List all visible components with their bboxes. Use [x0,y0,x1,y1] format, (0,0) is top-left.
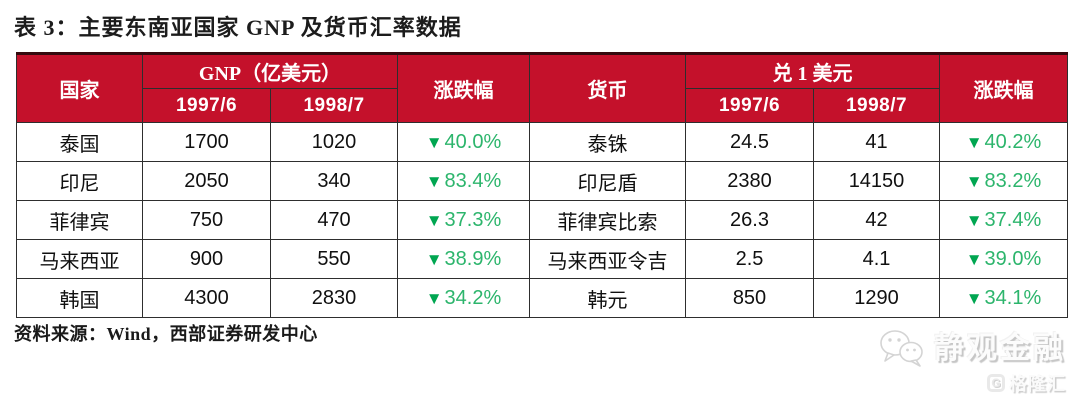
cell-currency: 马来西亚令吉 [529,239,686,279]
watermark: 静观金融 G 格隆汇 [816,328,1066,396]
down-arrow-icon: ▼ [425,288,443,308]
down-arrow-icon: ▼ [965,132,983,152]
change-value: 39.0% [984,247,1042,270]
cell-fx-1998: 14150 [813,161,940,201]
cell-gnp-1997: 1700 [142,122,271,162]
down-arrow-icon: ▼ [425,171,443,191]
cell-currency: 印尼盾 [529,161,686,201]
cell-country: 马来西亚 [16,239,143,279]
cell-fx-1997: 2380 [685,161,814,201]
change-value: 37.3% [444,208,502,231]
change-value: 38.9% [444,247,502,270]
cell-gnp-1998: 470 [270,200,398,240]
cell-currency: 泰铢 [529,122,686,162]
down-arrow-icon: ▼ [425,249,443,269]
table-row: 马来西亚 900 550 ▼ 38.9% 马来西亚令吉 2.5 4.1 ▼ 39.0… [16,239,1068,279]
cell-country: 菲律宾 [16,200,143,240]
cell-fx-1997: 850 [685,278,814,318]
cell-gnp-1997: 2050 [142,161,271,201]
cell-gnp-1998: 340 [270,161,398,201]
down-arrow-icon: ▼ [965,288,983,308]
cell-gnp-1998: 550 [270,239,398,279]
gelonghui-logo-icon: G [987,374,1005,392]
header-fx-1997: 1997/6 [685,88,814,123]
header-currency: 货币 [529,53,686,123]
table-row: 印尼 2050 340 ▼ 83.4% 印尼盾 2380 14150 ▼ 83.2% [16,161,1068,201]
cell-gnp-change: ▼ 83.4% [397,161,530,201]
table-title: 表 3：主要东南亚国家 GNP 及货币汇率数据 [14,15,462,40]
change-value: 34.2% [444,286,502,309]
cell-fx-change: ▼ 40.2% [939,122,1068,162]
cell-fx-1998: 41 [813,122,940,162]
header-fx-group: 兑 1 美元 [685,53,940,89]
down-arrow-icon: ▼ [965,249,983,269]
cell-fx-1997: 2.5 [685,239,814,279]
cell-gnp-change: ▼ 40.0% [397,122,530,162]
table-row: 菲律宾 750 470 ▼ 37.3% 菲律宾比索 26.3 42 ▼ 37.4% [16,200,1068,240]
cell-fx-1997: 26.3 [685,200,814,240]
header-country: 国家 [16,53,143,123]
down-arrow-icon: ▼ [965,210,983,230]
header-gnp-group: GNP（亿美元） [142,53,398,89]
gnp-fx-table: 国家 GNP（亿美元） 涨跌幅 货币 兑 1 美元 涨跌幅 1997/6 199… [16,52,1068,318]
cell-gnp-change: ▼ 37.3% [397,200,530,240]
change-value: 40.0% [444,130,502,153]
cell-fx-1997: 24.5 [685,122,814,162]
table-row: 泰国 1700 1020 ▼ 40.0% 泰铢 24.5 41 ▼ 40.2% [16,122,1068,162]
change-value: 34.1% [984,286,1042,309]
table-row: 韩国 4300 2830 ▼ 34.2% 韩元 850 1290 ▼ 34.1% [16,278,1068,318]
cell-currency: 菲律宾比索 [529,200,686,240]
cell-fx-1998: 1290 [813,278,940,318]
header-gnp-1997: 1997/6 [142,88,271,123]
header-gnp-change: 涨跌幅 [397,53,530,123]
cell-country: 韩国 [16,278,143,318]
change-value: 37.4% [984,208,1042,231]
change-value: 83.2% [984,169,1042,192]
cell-fx-change: ▼ 34.1% [939,278,1068,318]
wechat-icon [880,330,923,367]
cell-fx-change: ▼ 39.0% [939,239,1068,279]
down-arrow-icon: ▼ [965,171,983,191]
cell-gnp-1997: 4300 [142,278,271,318]
cell-country: 泰国 [16,122,143,162]
cell-gnp-1998: 2830 [270,278,398,318]
watermark-platform-name: 格隆汇 [1009,374,1066,394]
down-arrow-icon: ▼ [425,210,443,230]
cell-currency: 韩元 [529,278,686,318]
source-note: 资料来源：Wind，西部证券研发中心 [14,324,318,344]
change-value: 40.2% [984,130,1042,153]
cell-fx-1998: 42 [813,200,940,240]
header-fx-1998: 1998/7 [813,88,940,123]
cell-country: 印尼 [16,161,143,201]
header-fx-change: 涨跌幅 [939,53,1068,123]
change-value: 83.4% [444,169,502,192]
cell-gnp-change: ▼ 38.9% [397,239,530,279]
cell-gnp-1997: 900 [142,239,271,279]
cell-fx-change: ▼ 37.4% [939,200,1068,240]
cell-gnp-change: ▼ 34.2% [397,278,530,318]
cell-gnp-1997: 750 [142,200,271,240]
cell-gnp-1998: 1020 [270,122,398,162]
cell-fx-change: ▼ 83.2% [939,161,1068,201]
header-gnp-1998: 1998/7 [270,88,398,123]
cell-fx-1998: 4.1 [813,239,940,279]
down-arrow-icon: ▼ [425,132,443,152]
watermark-account-name: 静观金融 [934,331,1066,365]
